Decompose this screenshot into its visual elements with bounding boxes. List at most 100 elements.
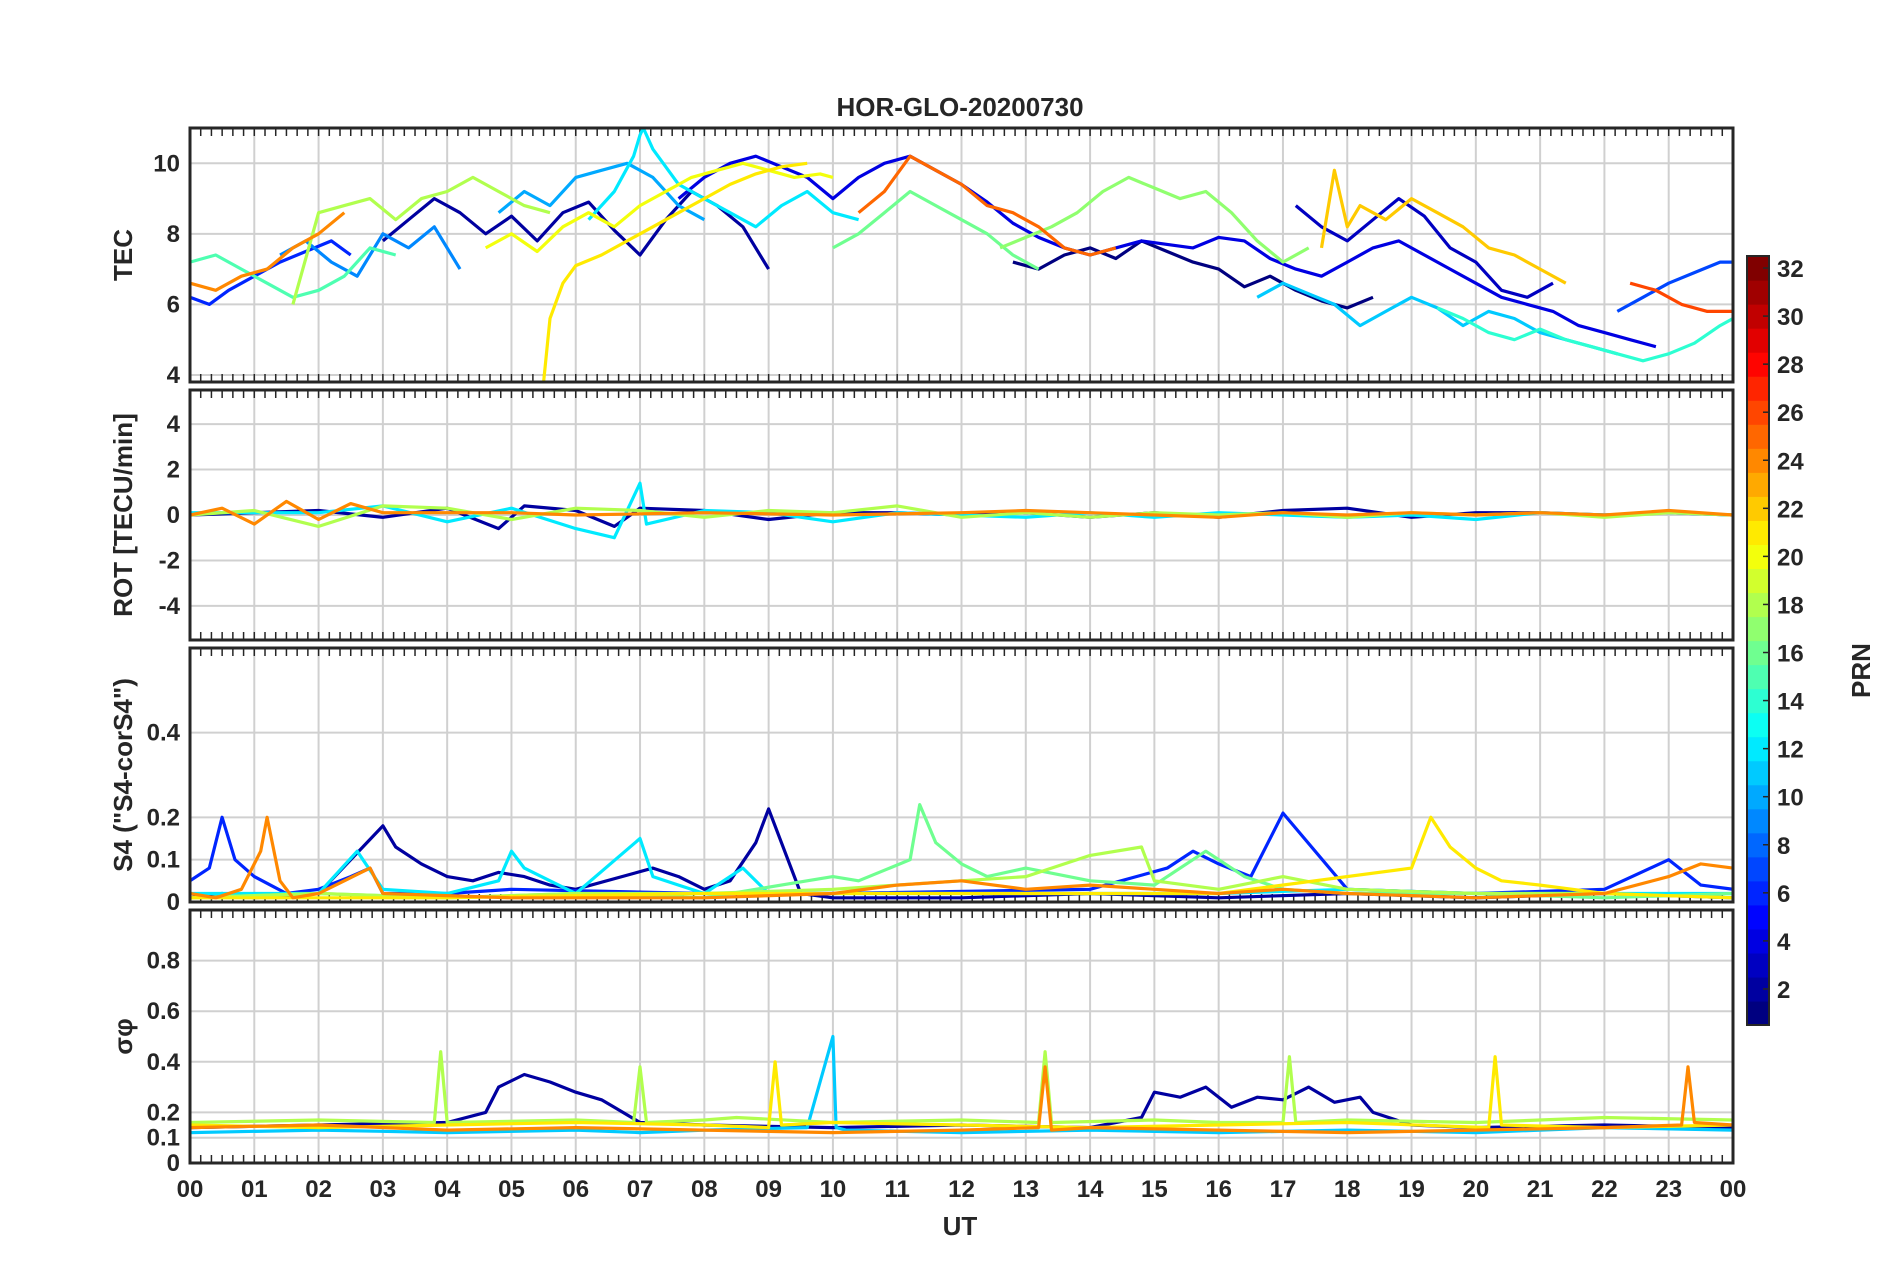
colorbar-cell — [1747, 664, 1769, 690]
colorbar-tick-label: 20 — [1777, 544, 1804, 571]
panel-sigma-ytick-label: 0.8 — [147, 948, 180, 975]
panel-sigma-ytick-label: 0.1 — [147, 1125, 180, 1152]
colorbar-label: PRN — [1846, 643, 1876, 698]
panel-rot-ylabel: ROT [TECU/min] — [108, 413, 138, 617]
colorbar-cell — [1747, 544, 1769, 570]
colorbar-tick-label: 24 — [1777, 448, 1804, 475]
colorbar-tick-label: 18 — [1777, 592, 1804, 619]
colorbar-cell — [1747, 952, 1769, 978]
series-prn-4 — [677, 154, 1657, 349]
colorbar-tick-label: 6 — [1777, 881, 1790, 908]
colorbar-cell — [1747, 712, 1769, 738]
series-prn-24 — [190, 815, 1733, 900]
x-tick-label: 21 — [1527, 1176, 1554, 1203]
panel-sigma: 00.10.2 0.4 0.6 0.8 σφ 00 01 02 03 04 05 06 07 08 09 10… — [108, 908, 1747, 1203]
x-tick-label: 15 — [1141, 1176, 1168, 1203]
colorbar-cell — [1747, 376, 1769, 401]
panel-s4-ytick-label: 0.2 — [147, 804, 180, 831]
colorbar-frame — [1746, 255, 1770, 1026]
colorbar-cell — [1747, 904, 1769, 930]
panel-rot-ytick-label: 0 — [167, 502, 180, 529]
x-axis-label: UT — [943, 1211, 978, 1241]
colorbar-cell — [1747, 928, 1769, 954]
panel-rot: -4 -2 0 2 4 ROT [TECU/min] — [108, 388, 1735, 642]
panel-s4-ytick-label: 0.1 — [147, 847, 180, 874]
colorbar-cell — [1747, 808, 1769, 834]
x-tick-label: 04 — [434, 1176, 461, 1203]
x-tick-label: 07 — [627, 1176, 654, 1203]
colorbar-cell — [1747, 304, 1769, 329]
series-prn-24 — [190, 1065, 1733, 1135]
panel-sigma-ytick-label: 0.2 — [147, 1099, 180, 1126]
panel-tec-ytick-label: 6 — [167, 291, 180, 318]
colorbar-cell — [1747, 352, 1769, 377]
colorbar-tick-label: 30 — [1777, 304, 1804, 331]
colorbar-tick-label: 8 — [1777, 833, 1790, 860]
colorbar-cell — [1747, 976, 1769, 1002]
x-tick-label: 06 — [562, 1176, 589, 1203]
colorbar-cell — [1747, 616, 1769, 642]
panel-sigma-ylabel: σφ — [108, 1018, 138, 1054]
colorbar-tick-label: 2 — [1777, 977, 1790, 1004]
x-tick-label: 16 — [1205, 1176, 1232, 1203]
x-tick-label: 00 — [1720, 1176, 1747, 1203]
colorbar-cell — [1747, 256, 1769, 281]
x-tick-label: 13 — [1012, 1176, 1039, 1203]
x-tick-label: 05 — [498, 1176, 525, 1203]
series-prn-25 — [857, 154, 1117, 257]
colorbar-tick-label: 22 — [1777, 496, 1804, 523]
chart-title: HOR-GLO-20200730 — [836, 92, 1083, 122]
panel-tec-series-group — [190, 128, 1733, 382]
panel-rot-ytick-label: 4 — [167, 411, 181, 438]
x-tick-label: 10 — [820, 1176, 847, 1203]
colorbar-cell — [1747, 400, 1769, 425]
x-tick-label: 20 — [1462, 1176, 1489, 1203]
panel-tec-frame — [188, 126, 1735, 384]
x-tick-label: 03 — [370, 1176, 397, 1203]
series-prn-2 — [190, 807, 1733, 900]
series-prn-22 — [1319, 168, 1567, 285]
colorbar-tick-label: 32 — [1777, 256, 1804, 283]
series-prn-21 — [542, 161, 808, 382]
series-prn-20 — [484, 161, 834, 254]
colorbar-cell — [1747, 280, 1769, 305]
colorbar-tick-label: 16 — [1777, 641, 1804, 668]
colorbar-cell — [1747, 472, 1769, 497]
colorbar-tick-label: 14 — [1777, 689, 1804, 716]
series-prn-1 — [1012, 239, 1374, 310]
series-prn-17 — [999, 175, 1310, 264]
x-tick-label: 00 — [177, 1176, 204, 1203]
x-tick-label: 18 — [1334, 1176, 1361, 1203]
x-tick-label: 01 — [241, 1176, 268, 1203]
panel-tec-ytick-label: 4 — [167, 362, 181, 389]
series-prn-15 — [190, 246, 397, 299]
colorbar-cell — [1747, 832, 1769, 858]
panel-s4-ylabel: S4 ("S4-corS4") — [108, 678, 138, 872]
colorbar-cell — [1747, 424, 1769, 449]
panel-tec-ytick-label: 10 — [153, 150, 180, 177]
panel-rot-series-group — [190, 481, 1733, 540]
series-prn-2 — [190, 1072, 1733, 1130]
series-prn-24 — [190, 211, 346, 292]
x-tick-label: 19 — [1398, 1176, 1425, 1203]
x-tick-label: 22 — [1591, 1176, 1618, 1203]
x-tick-label: 14 — [1077, 1176, 1104, 1203]
panel-s4-series-group — [190, 802, 1733, 900]
colorbar-cell — [1747, 568, 1769, 594]
panel-tec-ytick-label: 8 — [167, 221, 180, 248]
colorbar-cell — [1747, 640, 1769, 666]
panel-rot-frame — [188, 388, 1735, 642]
colorbar-cell — [1747, 736, 1769, 762]
colorbar-cell — [1747, 688, 1769, 714]
x-tick-label: 11 — [885, 1176, 910, 1203]
panel-rot-ytick-label: 2 — [167, 457, 180, 484]
colorbar-cell — [1747, 520, 1769, 545]
colorbar-cell — [1747, 784, 1769, 810]
series-prn-24 — [190, 499, 1733, 526]
colorbar-tick-label: 4 — [1777, 929, 1791, 956]
colorbar-tick-label: 10 — [1777, 785, 1804, 812]
colorbar-cell — [1747, 448, 1769, 473]
panel-tec: 4 6 8 10 TEC — [108, 126, 1735, 389]
